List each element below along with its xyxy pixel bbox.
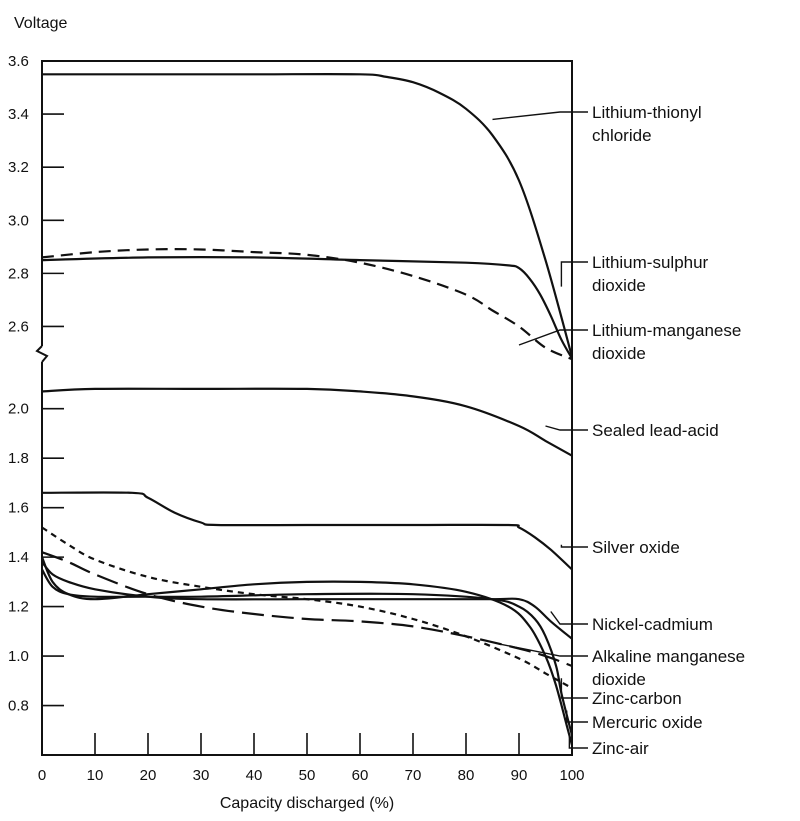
legend-pointer-lithium-manganese-dioxide [518, 329, 588, 346]
legend-label-mercuric-oxide: Mercuric oxide [592, 713, 703, 732]
x-tick-label: 0 [38, 767, 46, 784]
series-line-silver-oxide [41, 491, 573, 571]
x-axis-title: Capacity discharged (%) [220, 795, 394, 812]
series-line-lithium-sulphur-dioxide [41, 256, 573, 359]
series-line-mercuric-oxide [41, 568, 574, 736]
legend-pointer-sealed-lead-acid [545, 425, 588, 431]
legend-pointer-mercuric-oxide [566, 710, 588, 723]
legend-pointer-zinc-air [568, 735, 588, 749]
legend-label-lithium-sulphur-dioxide: Lithium-sulphur dioxide [592, 253, 709, 295]
x-tick-label: 20 [140, 767, 157, 784]
legend-pointer-zinc-carbon [560, 678, 588, 699]
series-line-lithium-manganese-dioxide [41, 248, 573, 361]
y-tick-label: 1.8 [8, 450, 29, 467]
y-tick-label: 3.0 [8, 212, 29, 229]
legend-label-lithium-manganese-dioxide: Lithium-manganese dioxide [592, 321, 741, 363]
x-tick-label: 60 [352, 767, 369, 784]
legend-pointers [492, 111, 588, 749]
y-tick-label: 2.6 [8, 318, 29, 335]
x-tick-label: 80 [458, 767, 475, 784]
y-tick-label: 3.2 [8, 159, 29, 176]
y-tick-label: 1.4 [8, 549, 29, 566]
x-tick-label: 50 [299, 767, 316, 784]
legend-pointer-lithium-thionyl-chloride [492, 111, 588, 121]
legend-label-line: Alkaline manganese [592, 647, 745, 666]
y-tick-label: 2.8 [8, 265, 29, 282]
series-group [40, 72, 574, 746]
legend-label-line: Lithium-thionyl [592, 103, 702, 122]
x-tick-label: 90 [511, 767, 528, 784]
legend-label-line: Zinc-carbon [592, 689, 682, 708]
series-line-lithium-thionyl-chloride [42, 72, 574, 358]
series-line-zinc-air [40, 556, 574, 746]
legend-label-line: Lithium-sulphur [592, 253, 709, 272]
legend-label-line: Silver oxide [592, 538, 680, 557]
series-line-zinc-carbon [41, 526, 573, 690]
legend-label-line: Sealed lead-acid [592, 421, 719, 440]
legend-label-line: dioxide [592, 670, 646, 689]
x-tick-label: 100 [559, 767, 584, 784]
legend-label-line: Nickel-cadmium [592, 615, 713, 634]
y-tick-label: 0.8 [8, 698, 29, 715]
legend-pointer-lithium-sulphur-dioxide [560, 261, 588, 287]
y-axis-title: Voltage [14, 15, 67, 32]
plot-area [41, 60, 573, 756]
y-tick-label: 1.0 [8, 648, 29, 665]
legend-pointer-alkaline-manganese-dioxide [497, 643, 588, 657]
series-line-sealed-lead-acid [41, 387, 573, 457]
y-tick-label: 1.2 [8, 599, 29, 616]
x-tick-label: 40 [246, 767, 263, 784]
legend-label-zinc-air: Zinc-air [592, 739, 649, 758]
axis-break-mark [35, 345, 49, 363]
y-axis: 0.8 1.0 1.2 1.4 1.6 1.8 2.0 2.6 2.8 3.0 3.2 3.4 3.6 [8, 53, 64, 715]
x-tick-label: 70 [405, 767, 422, 784]
legend-pointer-silver-oxide [560, 544, 588, 548]
x-axis: 0 10 20 30 40 50 60 70 80 90 100 [38, 733, 585, 784]
y-tick-label: 1.6 [8, 500, 29, 517]
x-tick-label: 30 [193, 767, 210, 784]
x-tick-label: 10 [87, 767, 104, 784]
legend-label-line: Mercuric oxide [592, 713, 703, 732]
legend-label-nickel-cadmium: Nickel-cadmium [592, 615, 713, 634]
y-tick-label: 3.4 [8, 106, 29, 123]
y-tick-label: 2.0 [8, 401, 29, 418]
legend-label-silver-oxide: Silver oxide [592, 538, 680, 557]
legend-label-zinc-carbon: Zinc-carbon [592, 689, 682, 708]
legend-label-line: Lithium-manganese [592, 321, 741, 340]
legend-label-line: chloride [592, 126, 652, 145]
legend-pointer-nickel-cadmium [550, 611, 588, 625]
legend-label-line: dioxide [592, 276, 646, 295]
plot-frame [35, 60, 573, 756]
legend-label-sealed-lead-acid: Sealed lead-acid [592, 421, 719, 440]
y-tick-label: 3.6 [8, 53, 29, 70]
legend-label-line: Zinc-air [592, 739, 649, 758]
legend-labels: Lithium-thionyl chloride Lithium-sulphur di… [592, 103, 745, 758]
legend-label-lithium-thionyl-chloride: Lithium-thionyl chloride [592, 103, 702, 145]
legend-label-line: dioxide [592, 344, 646, 363]
legend-label-alkaline-manganese-dioxide: Alkaline manganese dioxide [592, 647, 745, 689]
